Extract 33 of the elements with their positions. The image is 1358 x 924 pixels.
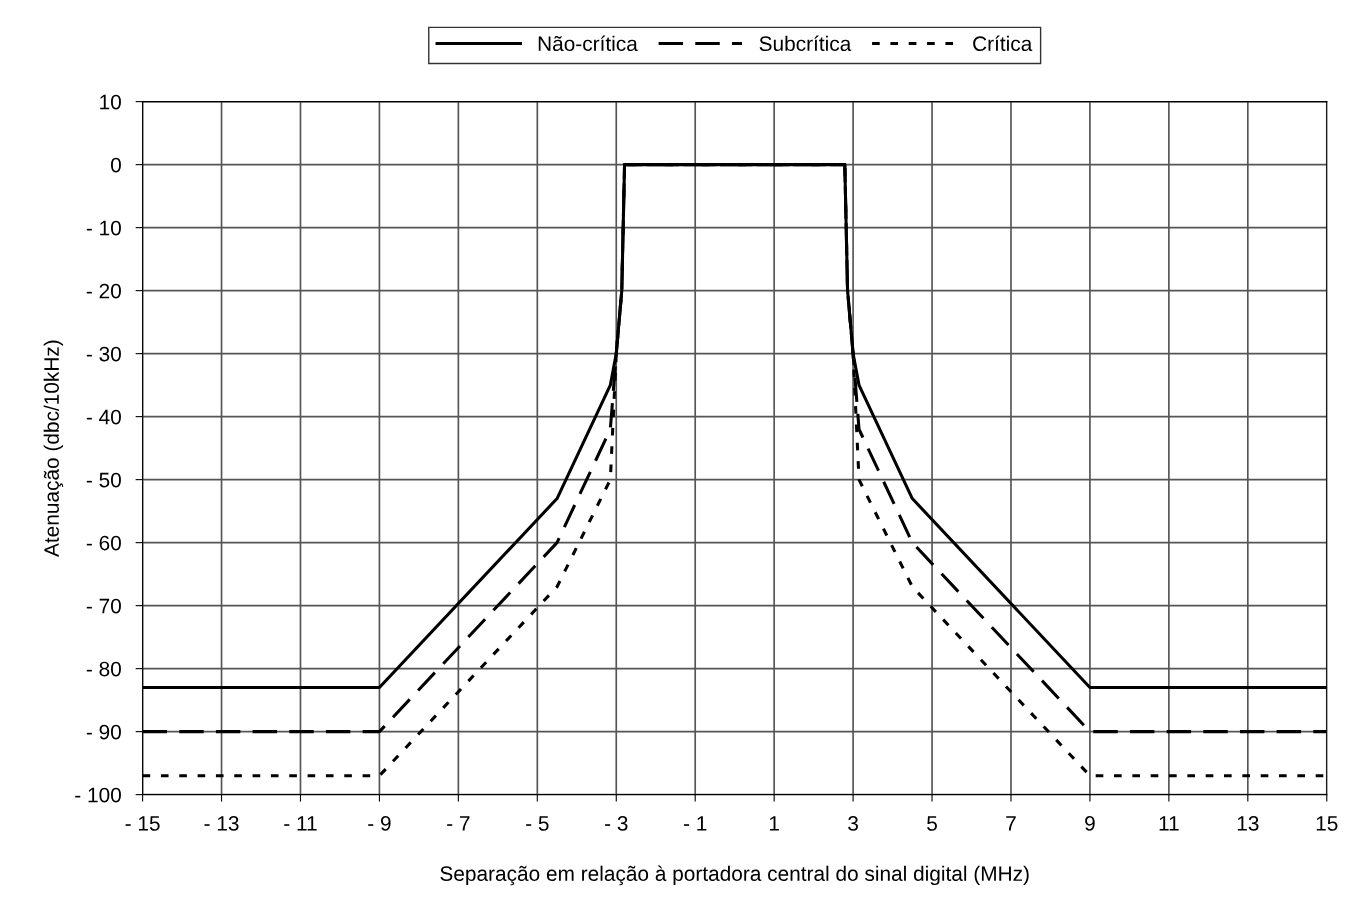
x-axis-title: Separação em relação à portadora central do sinal digital (MHz) [440,865,1029,886]
x-tick-label: 15 [1316,816,1338,831]
x-tick-label: - 3 [605,816,628,831]
y-tick-label: - 70 [86,598,121,614]
y-tick-label: - 50 [86,472,121,488]
y-tick-label: - 20 [86,283,121,299]
y-tick-label: - 30 [86,346,121,362]
x-tick-label: 1 [769,816,779,831]
x-tick-label: 11 [1159,816,1179,831]
y-tick-label: - 80 [86,661,121,677]
y-tick-label: - 40 [86,409,121,425]
x-tick-label: 9 [1085,816,1095,831]
y-tick-label: - 90 [86,724,121,740]
legend-label: Não-crítica [538,35,638,52]
x-tick-label: - 5 [526,816,549,831]
x-tick-label: 13 [1237,816,1259,831]
legend-label: Subcrítica [759,35,852,52]
y-tick-label: - 60 [86,535,121,551]
x-tick-label: - 15 [125,816,160,831]
x-tick-label: - 11 [284,816,317,831]
x-tick-label: - 9 [368,816,391,831]
x-tick-label: 3 [848,816,858,831]
x-tick-label: 7 [1006,816,1016,831]
y-tick-label: - 10 [86,220,121,236]
y-tick-label: 10 [100,94,121,110]
y-axis-title: Atenuação (dbc/10kHz) [43,340,64,557]
x-tick-label: - 1 [683,816,707,831]
x-tick-label: - 7 [447,816,470,831]
x-tick-label: 5 [927,816,937,831]
y-tick-label: - 100 [75,787,121,803]
legend-label: Crítica [973,35,1033,52]
x-tick-label: - 13 [204,816,239,831]
y-tick-label: 0 [110,157,121,173]
